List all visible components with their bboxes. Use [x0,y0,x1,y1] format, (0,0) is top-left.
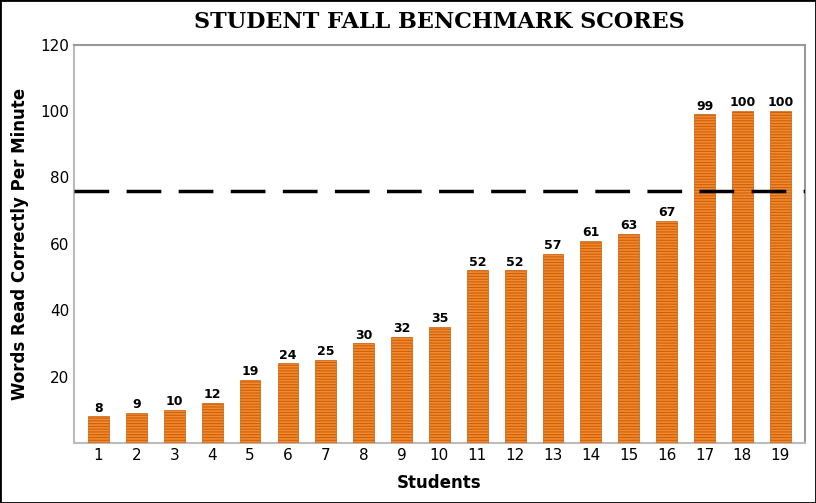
Text: 99: 99 [696,100,713,113]
Bar [505,271,526,443]
Bar [694,115,715,443]
Text: 35: 35 [431,312,448,325]
Bar [769,111,791,443]
Text: 61: 61 [583,226,600,239]
Text: 12: 12 [203,388,221,401]
Text: 32: 32 [392,322,410,335]
Text: 57: 57 [544,239,561,252]
Text: 25: 25 [317,346,335,358]
Bar [126,413,147,443]
Bar [353,344,374,443]
Bar [619,234,639,443]
Bar [316,360,336,443]
Bar [656,221,677,443]
Bar [202,403,223,443]
Text: 8: 8 [95,402,103,414]
Text: 24: 24 [279,349,297,362]
Bar [391,337,412,443]
Text: 19: 19 [242,365,259,378]
Text: 100: 100 [730,97,756,110]
Bar [277,363,299,443]
Text: 52: 52 [507,256,524,269]
Bar [732,111,753,443]
Bar [580,240,601,443]
X-axis label: Students: Students [397,474,481,492]
Text: 100: 100 [767,97,793,110]
Y-axis label: Words Read Correctly Per Minute: Words Read Correctly Per Minute [11,88,29,400]
Text: 9: 9 [132,398,140,411]
Text: 10: 10 [166,395,183,408]
Bar [467,271,488,443]
Bar [429,327,450,443]
Text: 63: 63 [620,219,637,232]
Bar [543,254,564,443]
Text: 67: 67 [658,206,676,219]
Bar [88,416,109,443]
Bar [164,410,184,443]
Title: STUDENT FALL BENCHMARK SCORES: STUDENT FALL BENCHMARK SCORES [194,11,685,33]
Bar [240,380,260,443]
Text: 30: 30 [355,329,372,342]
Text: 52: 52 [468,256,486,269]
